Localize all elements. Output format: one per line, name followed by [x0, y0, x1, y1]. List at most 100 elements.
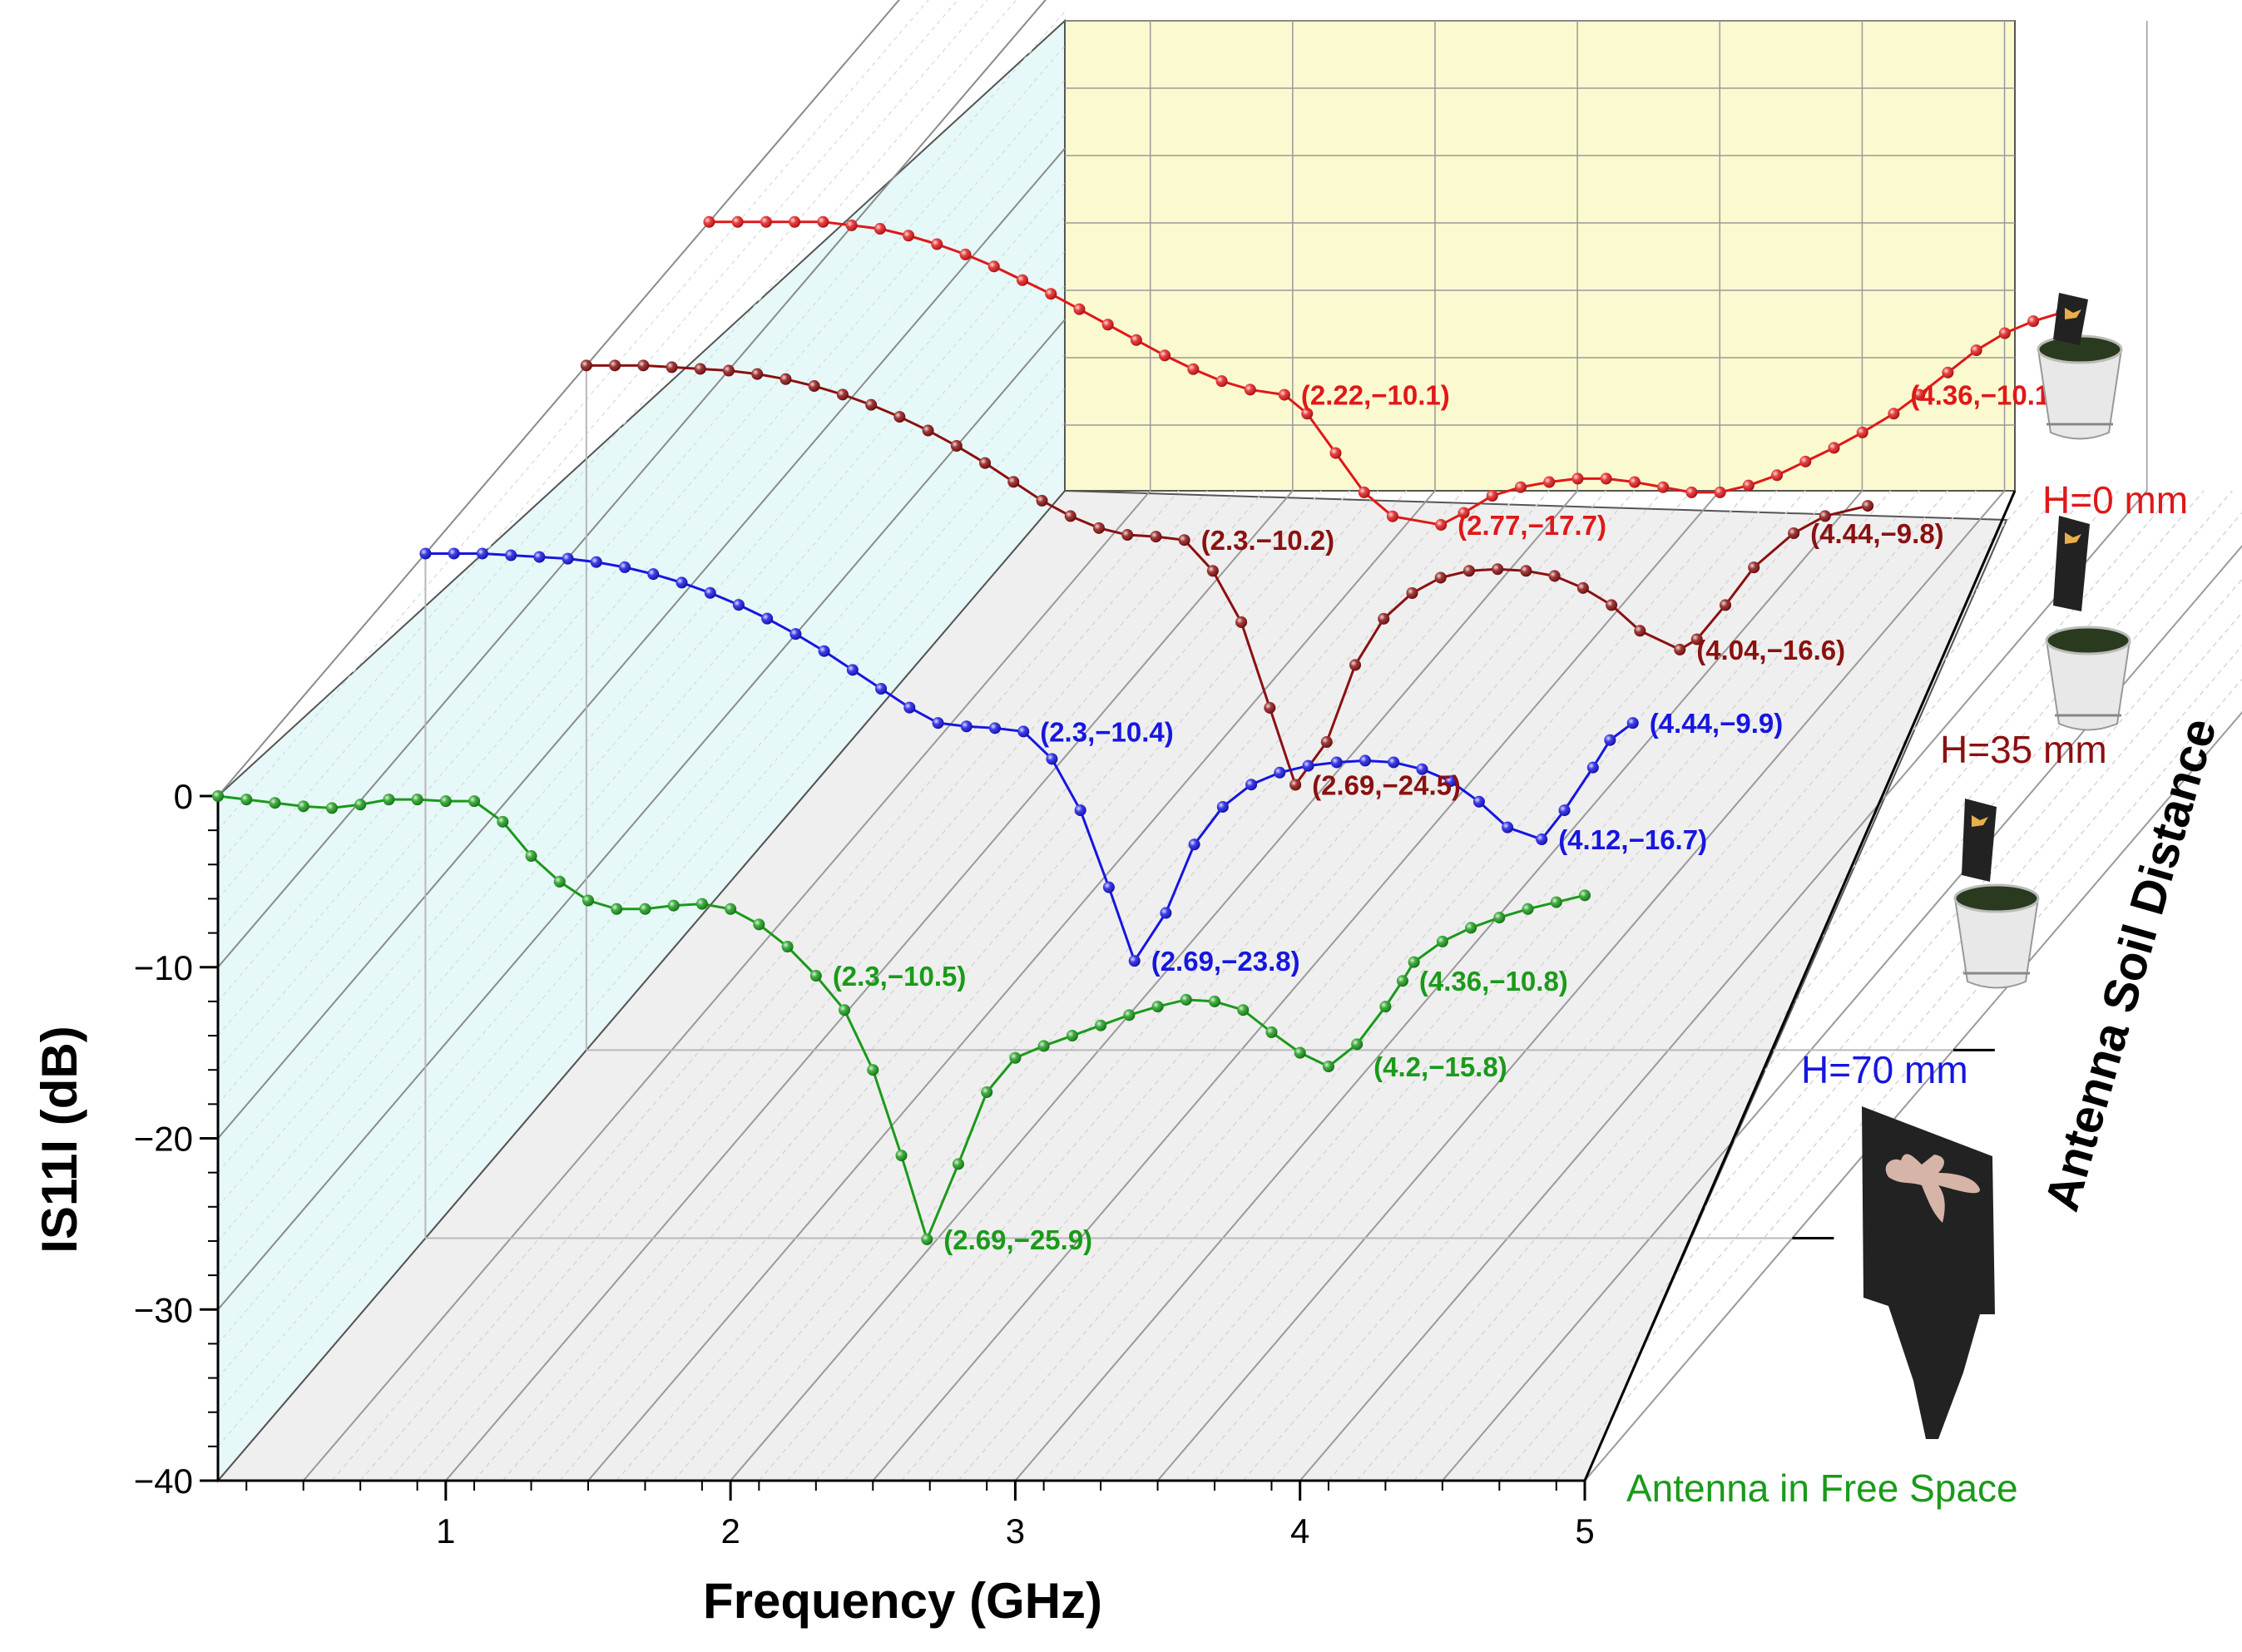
- data-point-highlight: [2027, 315, 2040, 328]
- data-point-highlight: [667, 899, 680, 912]
- data-point-highlight: [1514, 481, 1527, 493]
- floor-grid-line: [958, 490, 1806, 1481]
- data-point-highlight: [1036, 494, 1048, 507]
- data-point-highlight: [1073, 303, 1086, 315]
- data-point-highlight: [1548, 570, 1561, 582]
- data-point-highlight: [1862, 500, 1874, 512]
- y-axis-ticks: 0 −10 −20 −30 −40: [134, 777, 218, 1501]
- floor-grid-line: [1156, 490, 2006, 1481]
- data-point-highlight: [497, 815, 509, 828]
- wall-grid-line: [217, 182, 1066, 1174]
- floor-grid-line: [900, 490, 1750, 1481]
- data-point-highlight: [1074, 804, 1086, 817]
- data-point-highlight: [845, 219, 858, 231]
- data-point-highlight: [525, 850, 537, 863]
- data-point-highlight: [789, 628, 802, 641]
- data-point-highlight: [1064, 510, 1076, 522]
- data-point-highlight: [609, 359, 621, 372]
- data-point-highlight: [1558, 804, 1571, 817]
- data-point-highlight: [1007, 476, 1020, 488]
- data-point-highlight: [1462, 565, 1475, 577]
- floor-grid-line: [1356, 490, 2205, 1481]
- data-point-highlight: [780, 373, 792, 385]
- data-point-highlight: [1458, 507, 1470, 519]
- data-point-highlight: [1244, 383, 1256, 396]
- data-point-highlight: [1657, 481, 1670, 493]
- data-point-highlight: [903, 701, 916, 714]
- floor-grid-line: [1072, 490, 1920, 1481]
- data-point-highlight: [809, 970, 822, 982]
- data-point-highlight: [639, 903, 651, 915]
- data-point-highlight: [1416, 763, 1428, 775]
- data-point-highlight: [1359, 754, 1371, 767]
- data-point-highlight: [1302, 759, 1314, 772]
- point-annotation: (4.04,−16.6): [1696, 635, 1845, 665]
- data-point-highlight: [1520, 565, 1532, 577]
- data-point-highlight: [695, 898, 708, 910]
- data-point-highlight: [808, 380, 820, 393]
- data-point-highlight: [1046, 753, 1058, 765]
- wall-grid-line: [217, 79, 1066, 1071]
- point-annotation: (2.69,−25.9): [943, 1224, 1092, 1255]
- data-point-highlight: [1160, 907, 1172, 919]
- data-point-highlight: [1274, 766, 1286, 779]
- data-point-highlight: [582, 894, 594, 907]
- point-annotation: (4.44,−9.8): [1810, 518, 1944, 549]
- data-point-highlight: [1349, 659, 1362, 671]
- data-point-highlight: [932, 717, 944, 730]
- data-point-highlight: [1856, 426, 1868, 438]
- data-point-highlight: [960, 720, 973, 733]
- data-point-highlight: [619, 561, 631, 573]
- wall-grid-line: [217, 0, 900, 797]
- floor-grid-line: [815, 490, 1664, 1481]
- data-point-highlight: [789, 215, 801, 228]
- data-point-highlight: [676, 576, 688, 589]
- y-tick-label: −40: [134, 1462, 193, 1501]
- data-point-highlight: [1216, 800, 1229, 813]
- floor-grid-line: [1413, 512, 2242, 1481]
- data-point-highlight: [722, 364, 735, 377]
- data-point-highlight: [354, 799, 367, 811]
- data-point-highlight: [1550, 896, 1562, 908]
- data-point-highlight: [1301, 408, 1314, 420]
- data-point-highlight: [269, 797, 281, 809]
- x-axis-title: Frequency (GHz): [703, 1573, 1102, 1629]
- data-point-highlight: [1748, 561, 1760, 574]
- data-point-highlight: [1913, 388, 1926, 401]
- depth-axis-line: [1583, 490, 2017, 1481]
- data-point-highlight: [1095, 1019, 1107, 1031]
- floor-grid-line: [929, 490, 1778, 1481]
- data-point-highlight: [553, 875, 566, 888]
- data-point-highlight: [751, 368, 764, 380]
- data-point-highlight: [1819, 510, 1831, 522]
- point-annotation: (2.77,−17.7): [1458, 510, 1606, 541]
- floor-grid-line: [1498, 611, 2242, 1481]
- floor-grid-line: [1242, 490, 2091, 1481]
- data-point-highlight: [732, 599, 745, 611]
- wall-grid-line: [217, 113, 1066, 1105]
- series-layer: [212, 215, 2082, 1245]
- data-point-highlight: [1386, 510, 1398, 522]
- y-tick-label: 0: [174, 777, 193, 816]
- data-point-highlight: [1465, 922, 1477, 934]
- depth-guides: [424, 365, 1995, 1239]
- data-point-highlight: [1600, 472, 1612, 485]
- y-tick-label: −20: [134, 1120, 193, 1159]
- data-point-highlight: [1009, 1051, 1022, 1064]
- data-point-highlight: [1579, 889, 1591, 902]
- data-point-highlight: [1123, 1009, 1136, 1021]
- data-point-highlight: [1628, 476, 1641, 488]
- point-annotation: (2.3.−10.2): [1201, 525, 1335, 556]
- data-point-highlight: [562, 552, 574, 565]
- data-point-highlight: [1045, 288, 1057, 300]
- data-point-highlight: [1444, 775, 1457, 788]
- data-point-highlight: [817, 215, 829, 228]
- data-point-highlight: [505, 549, 517, 561]
- data-point-highlight: [1128, 955, 1141, 967]
- floor-grid-line: [302, 490, 1151, 1481]
- floor-grid-line: [587, 490, 1436, 1481]
- data-point-highlight: [1289, 779, 1302, 791]
- floor-grid-line: [1328, 490, 2176, 1481]
- x-tick-label: 3: [1006, 1511, 1025, 1551]
- data-point-highlight: [761, 612, 774, 625]
